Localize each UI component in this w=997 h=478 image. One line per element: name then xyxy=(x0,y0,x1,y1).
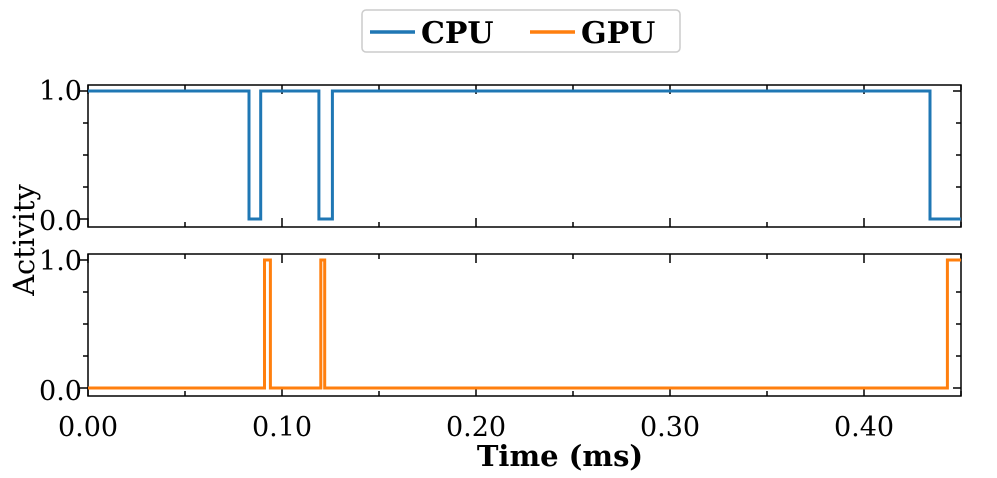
x-axis-title: Time (ms) xyxy=(477,439,643,473)
gpu-y-tick-label-1: 1.0 xyxy=(39,246,82,277)
legend: CPU GPU xyxy=(361,9,681,53)
cpu-y-tick-label-0: 0.0 xyxy=(39,206,82,237)
cpu-panel: 1.0 0.0 xyxy=(39,76,962,237)
x-tick-label-2: 0.20 xyxy=(446,412,506,443)
cpu-panel-frame xyxy=(87,84,962,228)
cpu-y-tick-label-1: 1.0 xyxy=(39,76,82,107)
legend-label-gpu: GPU xyxy=(581,16,655,51)
legend-label-cpu: CPU xyxy=(421,16,494,51)
cpu-series-line xyxy=(88,89,961,221)
gpu-panel: 1.0 0.0 xyxy=(39,246,962,407)
x-tick-label-1: 0.10 xyxy=(252,412,312,443)
gpu-y-ticks xyxy=(80,259,961,389)
gpu-panel-frame xyxy=(87,253,962,397)
x-tick-label-0: 0.00 xyxy=(58,412,118,443)
gpu-x-ticks xyxy=(87,254,962,396)
legend-frame xyxy=(361,9,681,53)
y-axis-title: Activity xyxy=(7,183,41,296)
x-tick-labels: 0.00 0.10 0.20 0.30 0.40 xyxy=(58,412,894,443)
x-tick-label-3: 0.30 xyxy=(640,412,700,443)
x-tick-label-4: 0.40 xyxy=(834,412,894,443)
cpu-x-ticks xyxy=(87,85,962,227)
cpu-y-ticks xyxy=(80,90,961,220)
gpu-series-line xyxy=(88,258,961,390)
gpu-y-tick-label-0: 0.0 xyxy=(39,376,82,407)
